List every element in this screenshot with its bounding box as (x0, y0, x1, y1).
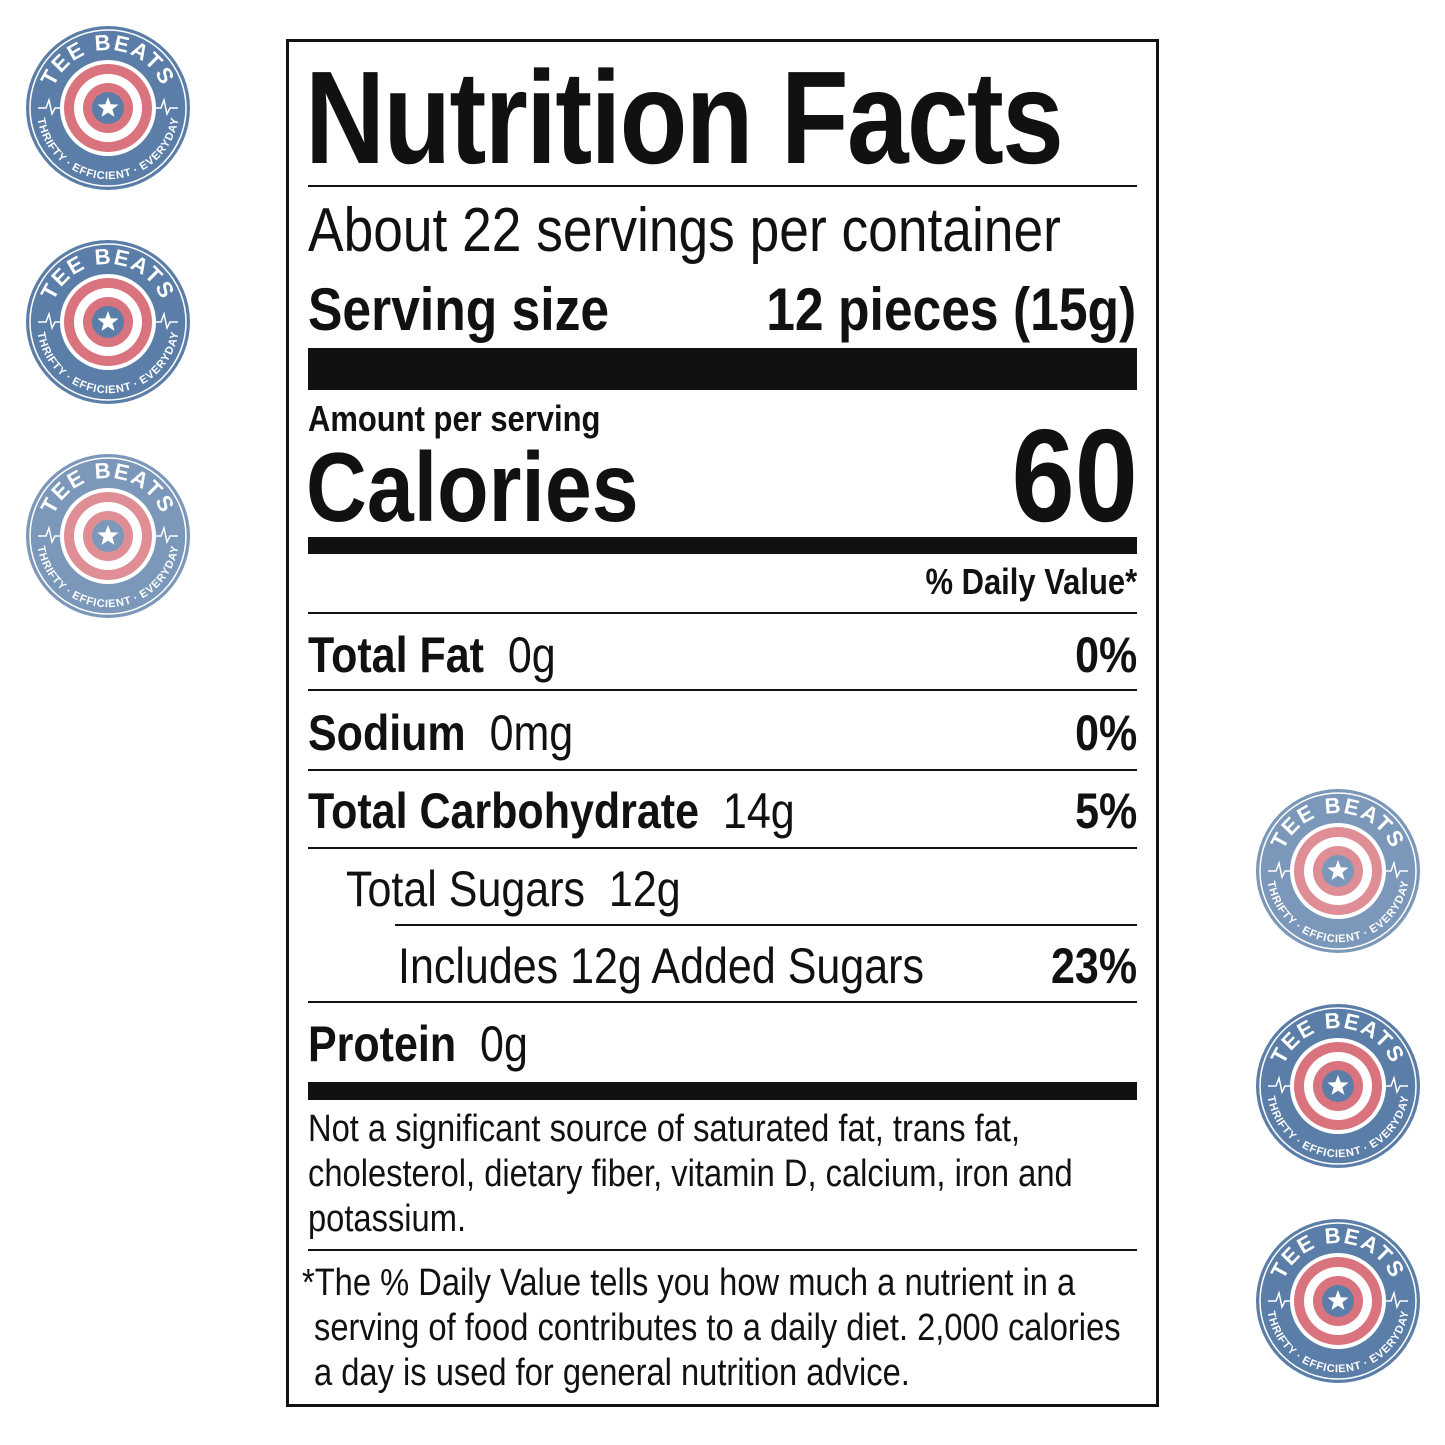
nutrition-facts-label (286, 39, 1159, 1407)
thick-bar (308, 348, 1137, 390)
tee-beats-logo-watermark: TEE BEATS THRIFTY · EFFICIENT · EVERYDAY (1254, 787, 1422, 955)
nutrient-name: Total Fat (308, 627, 484, 683)
label-title: Nutrition Facts (305, 44, 1064, 191)
nutrient-amount: 0g (480, 1016, 528, 1072)
divider (308, 1249, 1137, 1251)
nutrient-name: Total Carbohydrate (308, 783, 700, 839)
medium-bar (308, 1082, 1137, 1100)
footnote-line: cholesterol, dietary fiber, vitamin D, c… (308, 1153, 1073, 1195)
nutrient-amount: 12g (608, 861, 681, 917)
divider (308, 1001, 1137, 1003)
nutrient-amount: 0mg (489, 705, 574, 761)
dv-note-line: *The % Daily Value tells you how much a … (302, 1262, 1076, 1304)
tee-beats-logo-watermark: TEE BEATS THRIFTY · EFFICIENT · EVERYDAY (24, 452, 192, 620)
nutrient-amount: 0g (507, 627, 556, 683)
nutrient-row-sodium: Sodium 0mg (308, 708, 573, 758)
daily-value-header: % Daily Value* (925, 561, 1137, 602)
divider (308, 689, 1137, 691)
tee-beats-logo-watermark: TEE BEATS THRIFTY · EFFICIENT · EVERYDAY (24, 24, 192, 192)
calories-label: Calories (306, 432, 639, 542)
nutrient-dv: 0% (1074, 627, 1137, 683)
nutrient-name: Sodium (308, 705, 466, 761)
tee-beats-logo-watermark: TEE BEATS THRIFTY · EFFICIENT · EVERYDAY (1254, 1217, 1422, 1385)
divider (395, 924, 1137, 926)
amount-per-serving: Amount per serving (308, 398, 601, 439)
nutrient-row-total-carbohydrate: Total Carbohydrate 14g (308, 786, 795, 836)
serving-size-label: Serving size (308, 276, 610, 343)
nutrient-amount: 14g (722, 783, 795, 839)
medium-bar (308, 537, 1137, 554)
footnote-line: potassium. (308, 1198, 467, 1240)
nutrient-row-total-sugars: Total Sugars 12g (346, 864, 681, 914)
serving-size-value: 12 pieces (15g) (765, 276, 1136, 343)
nutrient-name: Total Sugars (346, 861, 586, 917)
divider (308, 769, 1137, 771)
nutrient-dv: 0% (1074, 705, 1137, 761)
divider (308, 612, 1137, 614)
dv-note-line: a day is used for general nutrition advi… (314, 1352, 910, 1394)
divider (308, 185, 1137, 187)
nutrient-row-protein: Protein 0g (308, 1019, 528, 1069)
divider (308, 847, 1137, 849)
nutrient-name: Protein (308, 1016, 457, 1072)
nutrient-row-total-fat: Total Fat 0g (308, 630, 556, 680)
calories-value: 60 (1011, 402, 1138, 549)
nutrient-row-added-sugars: Includes 12g Added Sugars (398, 938, 924, 994)
tee-beats-logo-watermark: TEE BEATS THRIFTY · EFFICIENT · EVERYDAY (24, 238, 192, 406)
dv-note-line: serving of food contributes to a daily d… (314, 1307, 1121, 1349)
tee-beats-logo-watermark: TEE BEATS THRIFTY · EFFICIENT · EVERYDAY (1254, 1002, 1422, 1170)
servings-per-container: About 22 servings per container (308, 196, 1061, 265)
nutrient-dv: 23% (1050, 938, 1137, 994)
footnote-line: Not a significant source of saturated fa… (308, 1108, 1021, 1150)
nutrient-dv: 5% (1074, 783, 1137, 839)
